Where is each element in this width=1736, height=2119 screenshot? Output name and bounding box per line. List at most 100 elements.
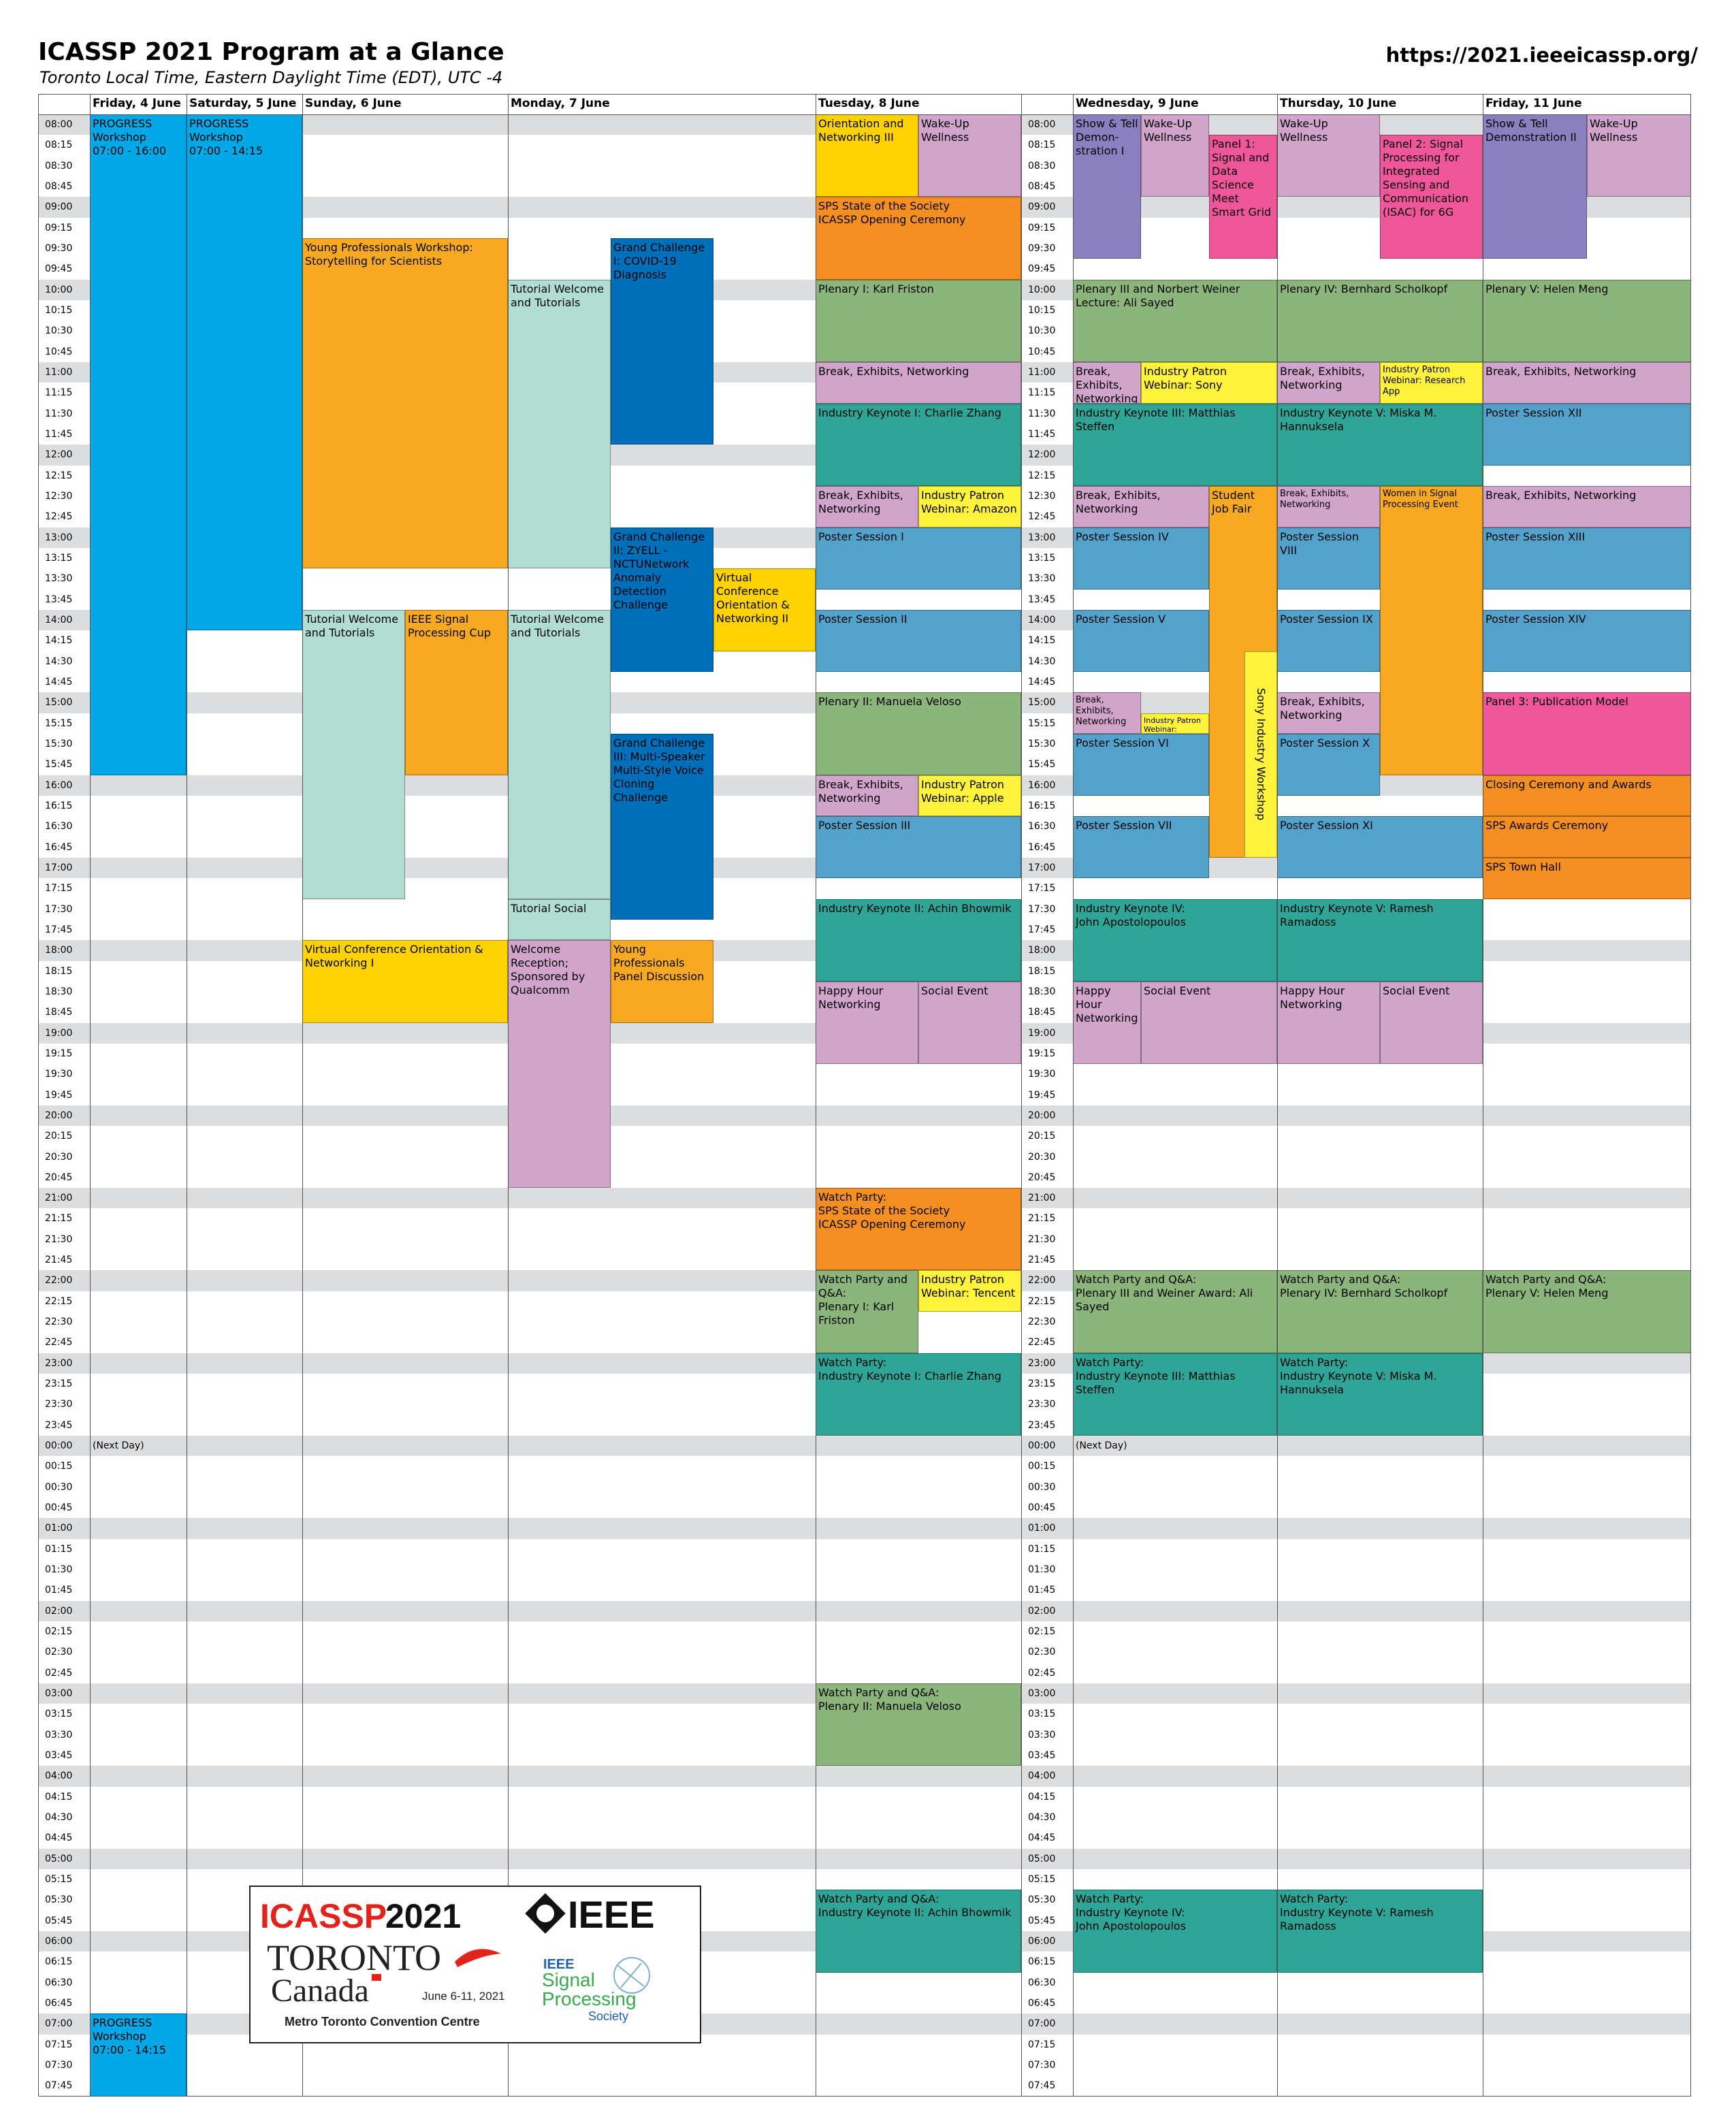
schedule-event[interactable]: Watch Party and Q&A: Plenary IV: Bernhar… <box>1277 1270 1483 1353</box>
schedule-event[interactable]: Break, Exhibits, Networking <box>816 361 1021 404</box>
schedule-event[interactable]: Poster Session XIV <box>1483 609 1691 672</box>
schedule-event[interactable]: Watch Party: Industry Keynote I: Charlie… <box>816 1353 1021 1436</box>
schedule-event[interactable]: Break, Exhibits, Networking <box>1073 692 1141 734</box>
schedule-event[interactable]: Break, Exhibits, Networking <box>1073 361 1141 404</box>
schedule-event[interactable]: Industry Keynote V: Ramesh Ramadoss <box>1277 899 1483 982</box>
schedule-event[interactable]: Industry Keynote I: Charlie Zhang <box>816 403 1021 486</box>
schedule-event[interactable]: Poster Session VIII <box>1277 527 1380 589</box>
schedule-event[interactable]: Break, Exhibits, Networking <box>1277 361 1380 404</box>
schedule-event[interactable]: PROGRESS Workshop 07:00 - 14:15 <box>187 114 302 631</box>
schedule-event[interactable]: Break, Exhibits, Networking <box>1483 485 1691 528</box>
schedule-event[interactable]: Poster Session IX <box>1277 609 1380 672</box>
schedule-event[interactable]: Social Event <box>918 981 1021 1065</box>
schedule-event[interactable]: Tutorial Welcome and Tutorials <box>508 609 611 899</box>
schedule-event[interactable]: Young Professionals Panel Discussion <box>611 940 713 1023</box>
schedule-event[interactable]: Happy Hour Networking <box>816 981 918 1065</box>
schedule-event[interactable]: Social Event <box>1141 981 1277 1065</box>
schedule-event[interactable]: Industry Keynote V: Miska M. Hannuksela <box>1277 403 1483 486</box>
time-label: 22:45 <box>45 1337 73 1348</box>
schedule-event[interactable]: Industry Keynote II: Achin Bhowmik <box>816 899 1021 982</box>
schedule-event[interactable]: PROGRESS Workshop 07:00 - 16:00 <box>90 114 187 775</box>
schedule-event[interactable]: Break, Exhibits, Networking <box>816 485 918 528</box>
schedule-event[interactable]: Poster Session V <box>1073 609 1209 672</box>
schedule-event[interactable]: Wake-Up Wellness <box>1277 114 1380 197</box>
schedule-event[interactable]: Panel 2: Signal Processing for Integrate… <box>1380 135 1483 259</box>
schedule-event[interactable]: Poster Session X <box>1277 733 1380 796</box>
schedule-event[interactable]: Plenary III and Norbert Weiner Lecture: … <box>1073 279 1277 362</box>
time-label: 20:15 <box>1028 1131 1056 1142</box>
schedule-event[interactable]: Show & Tell Demon- stration I <box>1073 114 1141 259</box>
schedule-event[interactable]: SPS Awards Ceremony <box>1483 816 1691 858</box>
schedule-event[interactable]: Industry Patron Webinar: Facebook <box>1141 713 1209 734</box>
schedule-event[interactable]: Break, Exhibits, Networking <box>1277 485 1380 528</box>
schedule-event[interactable]: PROGRESS Workshop 07:00 - 14:15 <box>90 2013 187 2097</box>
schedule-event[interactable]: Watch Party: Industry Keynote V: Miska M… <box>1277 1353 1483 1436</box>
schedule-event[interactable]: Watch Party and Q&A: Industry Keynote II… <box>816 1890 1021 1973</box>
schedule-event[interactable]: Poster Session III <box>816 816 1021 879</box>
schedule-event[interactable]: Plenary V: Helen Meng <box>1483 279 1691 362</box>
schedule-event[interactable]: Plenary IV: Bernhard Scholkopf <box>1277 279 1483 362</box>
schedule-event[interactable]: Industry Patron Webinar: Sony <box>1141 361 1277 404</box>
schedule-event[interactable]: Plenary II: Manuela Veloso <box>816 692 1021 775</box>
schedule-event[interactable]: Welcome Reception; Sponsored by Qualcomm <box>508 940 611 1188</box>
schedule-event[interactable]: Happy Hour Networking <box>1277 981 1380 1065</box>
schedule-event[interactable]: Break, Exhibits, Networking <box>1277 692 1380 734</box>
schedule-event[interactable]: Watch Party: Industry Keynote IV: John A… <box>1073 1890 1277 1973</box>
schedule-event[interactable]: Grand Challenge III: Multi-Speaker Multi… <box>611 733 713 920</box>
schedule-event[interactable]: Poster Session VII <box>1073 816 1209 879</box>
schedule-event[interactable]: Poster Session XII <box>1483 403 1691 466</box>
schedule-event[interactable]: Industry Patron Webinar: Tencent <box>918 1270 1021 1312</box>
schedule-event[interactable]: Panel 1: Signal and Data Science Meet Sm… <box>1209 135 1277 259</box>
schedule-event[interactable]: Show & Tell Demonstration II <box>1483 114 1587 259</box>
schedule-event[interactable]: Social Event <box>1380 981 1483 1065</box>
conference-url[interactable]: https://2021.ieeeicassp.org/ <box>1385 44 1698 67</box>
time-label: 18:45 <box>1028 1007 1056 1018</box>
schedule-event[interactable]: Wake-Up Wellness <box>918 114 1021 197</box>
schedule-event[interactable]: Grand Challenge I: COVID-19 Diagnosis <box>611 238 713 445</box>
schedule-event[interactable]: Watch Party and Q&A: Plenary III and Wei… <box>1073 1270 1277 1353</box>
schedule-event[interactable]: Watch Party and Q&A: Plenary II: Manuela… <box>816 1683 1021 1766</box>
schedule-event[interactable]: Wake-Up Wellness <box>1141 114 1209 197</box>
schedule-event[interactable]: Closing Ceremony and Awards <box>1483 775 1691 817</box>
schedule-event[interactable]: Industry Keynote III: Matthias Steffen <box>1073 403 1277 486</box>
schedule-event[interactable]: Watch Party: SPS State of the Society IC… <box>816 1188 1021 1271</box>
schedule-event[interactable]: Poster Session I <box>816 527 1021 589</box>
schedule-event[interactable]: Plenary I: Karl Friston <box>816 279 1021 362</box>
schedule-event[interactable]: Virtual Conference Orientation & Network… <box>713 568 816 651</box>
schedule-event[interactable]: Watch Party: Industry Keynote V: Ramesh … <box>1277 1890 1483 1973</box>
sony-workshop-label: Sony Industry Workshop <box>1255 688 1268 821</box>
schedule-event[interactable]: Panel 3: Publication Model <box>1483 692 1691 775</box>
schedule-event[interactable]: Poster Session VI <box>1073 733 1209 796</box>
schedule-event[interactable]: SPS State of the Society ICASSP Opening … <box>816 197 1021 280</box>
schedule-event[interactable]: Poster Session XI <box>1277 816 1483 879</box>
schedule-event[interactable]: Poster Session II <box>816 609 1021 672</box>
schedule-event[interactable]: Grand Challenge II: ZYELL - NCTUNetwork … <box>611 527 713 672</box>
schedule-event[interactable]: Virtual Conference Orientation & Network… <box>302 940 508 1023</box>
schedule-event[interactable]: Industry Keynote IV: John Apostolopoulos <box>1073 899 1277 982</box>
schedule-event[interactable]: IEEE Signal Processing Cup <box>405 609 508 775</box>
schedule-event[interactable]: Industry Patron Webinar: Research App <box>1380 361 1483 404</box>
schedule-event[interactable]: Orientation and Networking III <box>816 114 918 197</box>
schedule-event[interactable]: Tutorial Social <box>508 899 611 941</box>
schedule-event[interactable]: SPS Town Hall <box>1483 857 1691 899</box>
schedule-event[interactable]: Watch Party and Q&A: Plenary V: Helen Me… <box>1483 1270 1691 1353</box>
schedule-event[interactable]: Watch Party and Q&A: Plenary I: Karl Fri… <box>816 1270 918 1353</box>
time-label: 15:00 <box>45 697 73 709</box>
schedule-event[interactable]: Industry Patron Webinar: Amazon <box>918 485 1021 528</box>
schedule-event[interactable]: Women in Signal Processing Event <box>1380 485 1483 775</box>
schedule-event[interactable]: Break, Exhibits, Networking <box>1073 485 1209 528</box>
time-label: 07:30 <box>45 2060 73 2071</box>
schedule-event[interactable]: Poster Session IV <box>1073 527 1209 589</box>
time-label: 16:15 <box>1028 800 1056 811</box>
schedule-event[interactable]: Watch Party: Industry Keynote III: Matth… <box>1073 1353 1277 1436</box>
schedule-event[interactable]: Industry Patron Webinar: Apple <box>918 775 1021 817</box>
schedule-event[interactable]: Tutorial Welcome and Tutorials <box>302 609 405 899</box>
schedule-event[interactable]: Break, Exhibits, Networking <box>816 775 918 817</box>
sony-industry-workshop[interactable]: Sony Industry Workshop <box>1244 651 1277 858</box>
schedule-event[interactable]: Poster Session XIII <box>1483 527 1691 589</box>
schedule-event[interactable]: Tutorial Welcome and Tutorials <box>508 279 611 569</box>
schedule-event[interactable]: Wake-Up Wellness <box>1587 114 1691 197</box>
schedule-event[interactable]: Happy Hour Networking <box>1073 981 1141 1065</box>
schedule-event[interactable]: Break, Exhibits, Networking <box>1483 361 1691 404</box>
schedule-event[interactable]: Young Professionals Workshop: Storytelli… <box>302 238 508 569</box>
